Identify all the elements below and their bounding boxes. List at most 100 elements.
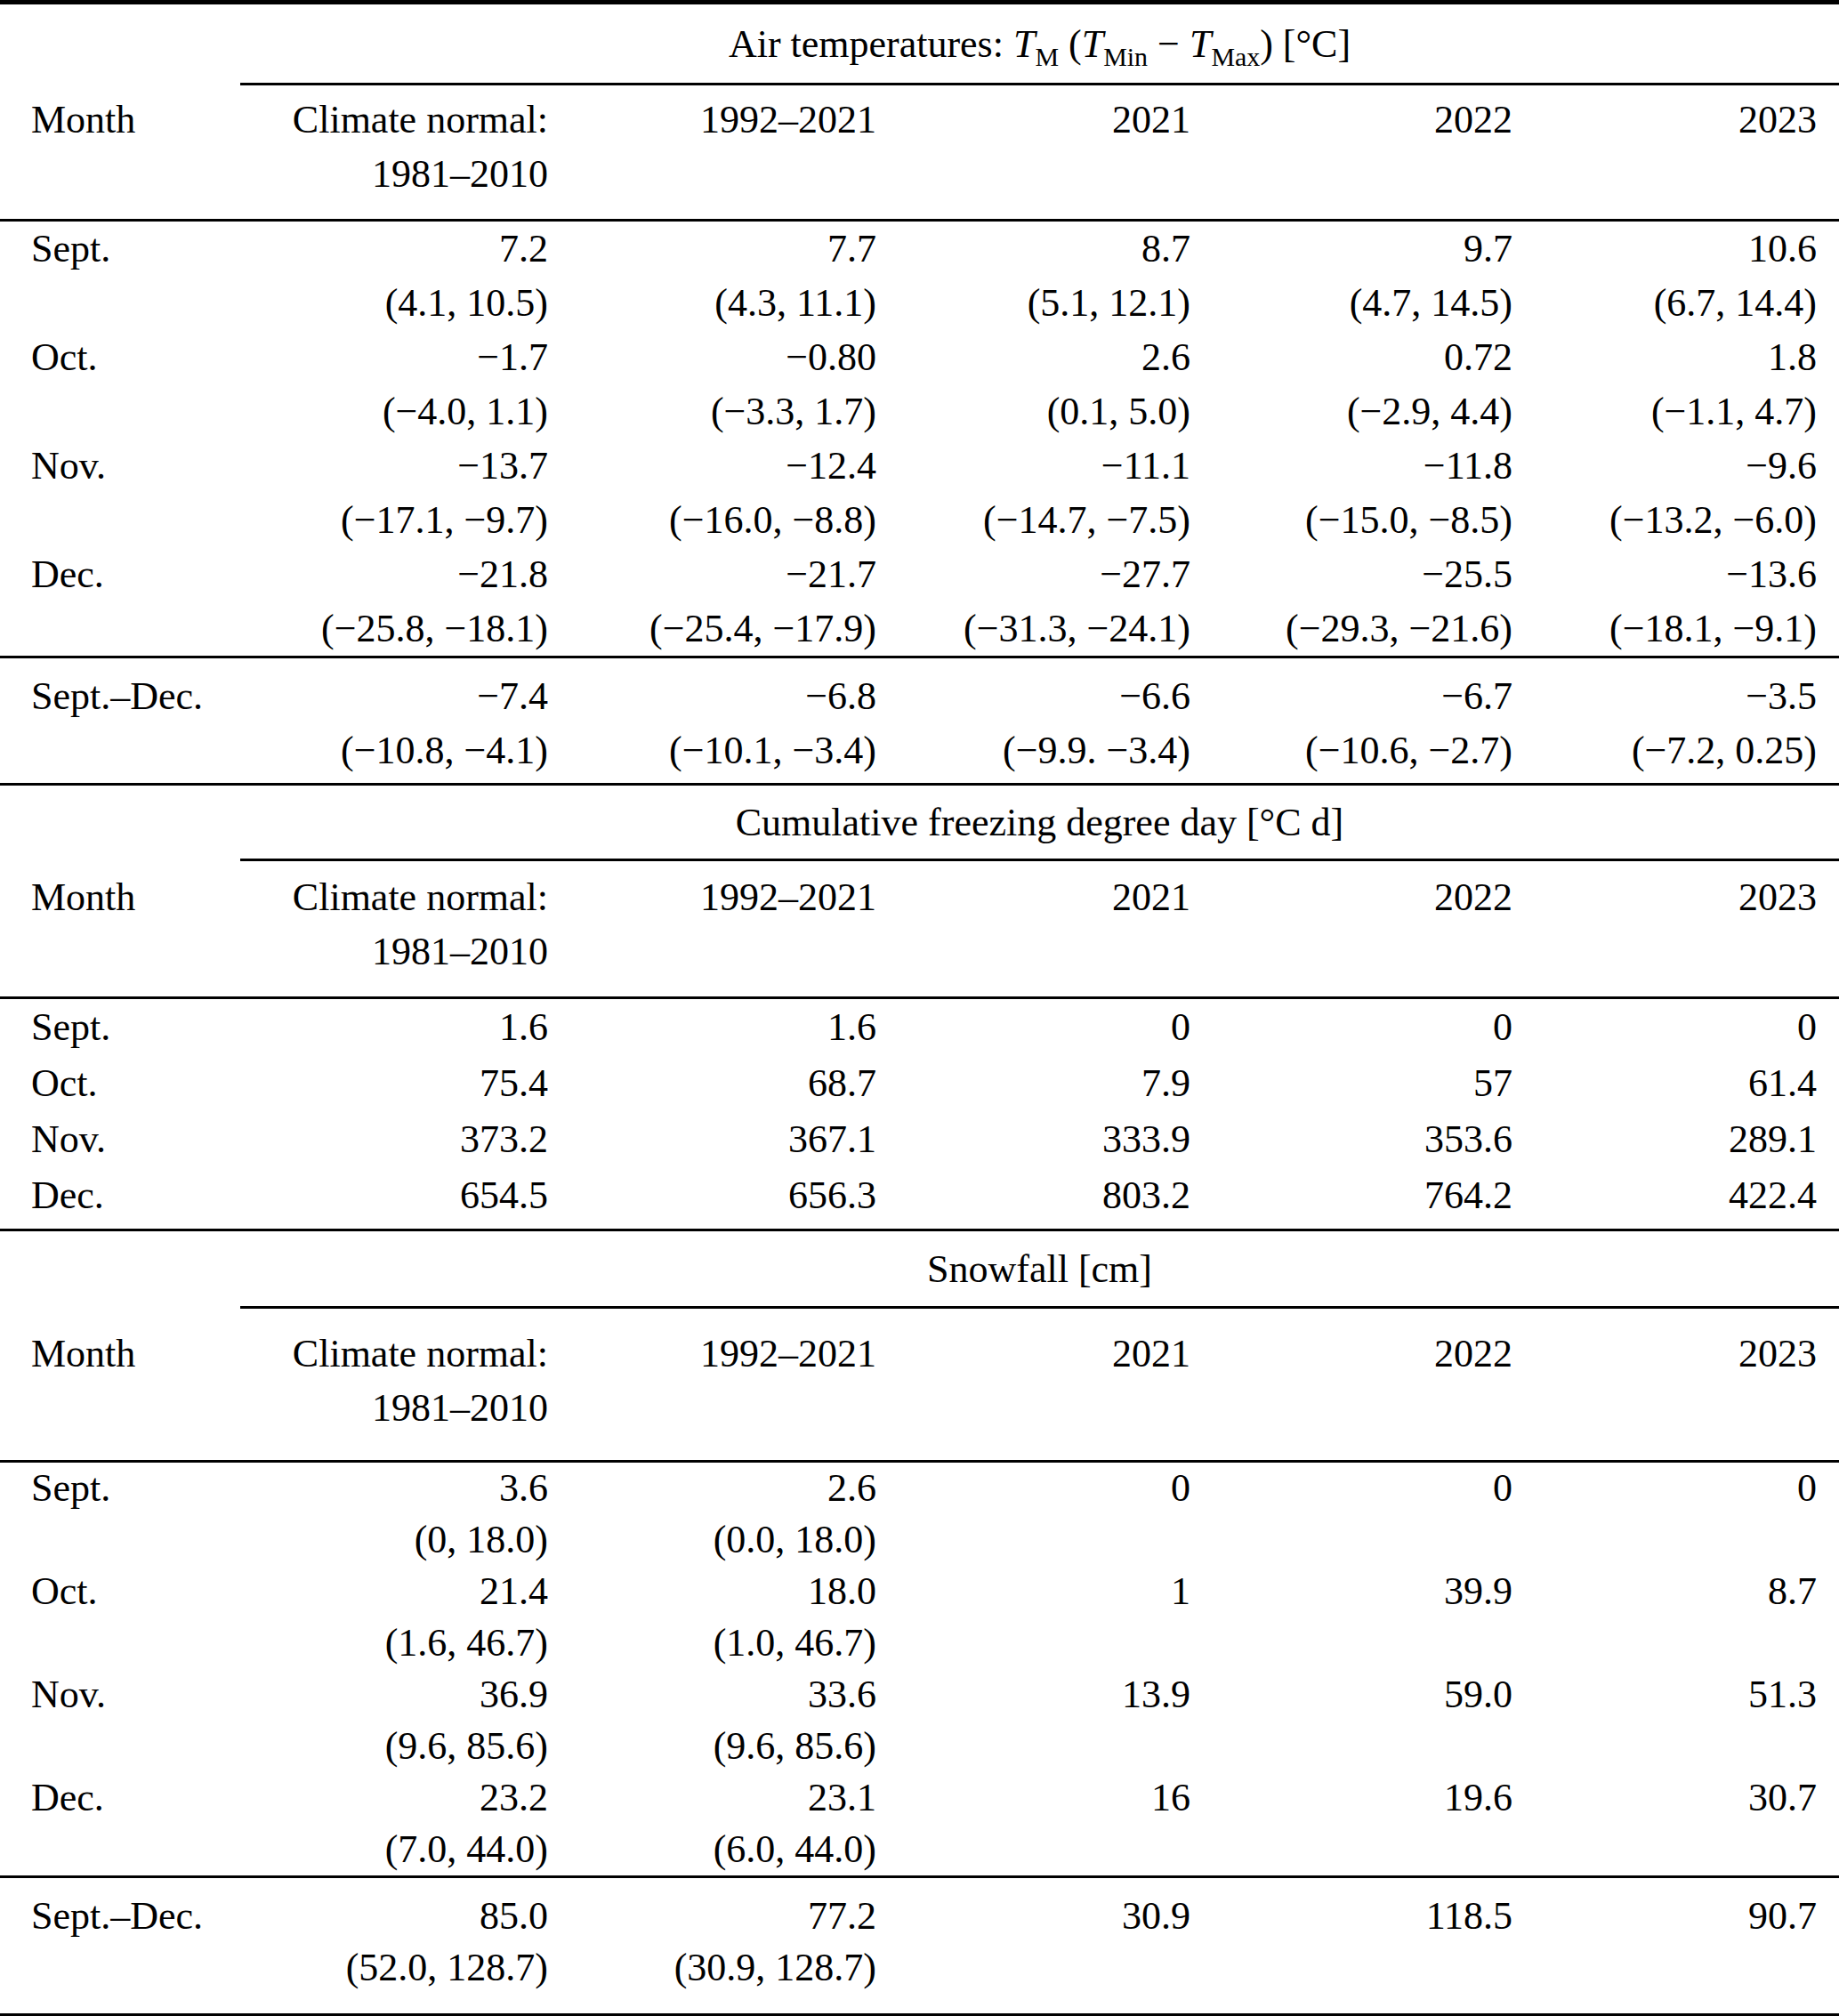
row-label: Sept. xyxy=(0,1463,240,1566)
table-cell: 1.8(−1.1, 4.7) xyxy=(1512,330,1839,439)
column-header-2022: 2022 xyxy=(1190,870,1512,996)
table-cell: 59.0 xyxy=(1190,1669,1512,1772)
cell-line: (−10.8, −4.1) xyxy=(240,723,548,778)
table-cell: 8.7(5.1, 12.1) xyxy=(876,222,1190,330)
table-cell: 68.7 xyxy=(548,1055,876,1111)
cell-line: 7.7 xyxy=(548,222,876,276)
cell-line: 8.7 xyxy=(876,222,1190,276)
cell-line: 59.0 xyxy=(1190,1669,1512,1721)
column-header-2022: 2022 xyxy=(1190,93,1512,219)
cell-line: 1 xyxy=(876,1566,1190,1617)
section-cumulative-freezing-degree-day: Cumulative freezing degree day [°C d] Mo… xyxy=(0,786,1839,1231)
title-segment: T xyxy=(1082,22,1103,66)
table-cell: 0 xyxy=(1512,999,1839,1055)
cell-line: 39.9 xyxy=(1190,1566,1512,1617)
table-summary: Sept.–Dec.85.0(52.0, 128.7)77.2(30.9, 12… xyxy=(0,1878,1839,2013)
cell-line: (52.0, 128.7) xyxy=(240,1942,548,1994)
table-row: Sept.1.61.6000 xyxy=(0,999,1839,1055)
cell-line: (6.0, 44.0) xyxy=(548,1824,876,1875)
cell-line: 85.0 xyxy=(240,1891,548,1942)
table-cell: 0 xyxy=(876,999,1190,1055)
cell-line: (7.0, 44.0) xyxy=(240,1824,548,1875)
cell-line: Climate normal: xyxy=(240,1327,548,1381)
cell-line: (6.7, 14.4) xyxy=(1512,276,1817,330)
table-cell: 30.9 xyxy=(876,1891,1190,2006)
cell-line: 0 xyxy=(1190,1463,1512,1514)
table-cell: 289.1 xyxy=(1512,1111,1839,1167)
table-cell: 1 xyxy=(876,1566,1190,1669)
cell-line: (0.0, 18.0) xyxy=(548,1514,876,1566)
cell-line: 51.3 xyxy=(1512,1669,1817,1721)
row-label: Dec. xyxy=(0,547,240,656)
cell-line: Climate normal: xyxy=(240,870,548,924)
cell-line: 367.1 xyxy=(548,1111,876,1167)
table: Air temperatures: TM (TMin − TMax) [°C] … xyxy=(0,0,1839,2016)
cell-line: (30.9, 128.7) xyxy=(548,1942,876,1994)
table-header-row: Month Climate normal: 1981–2010 1992–202… xyxy=(0,85,1839,219)
cell-line: 30.9 xyxy=(876,1891,1190,1942)
table-cell: 10.6(6.7, 14.4) xyxy=(1512,222,1839,330)
table-row: Oct.21.4(1.6, 46.7)18.0(1.0, 46.7)139.98… xyxy=(0,1566,1839,1669)
title-segment: Max xyxy=(1211,41,1260,70)
column-header-2021: 2021 xyxy=(876,1327,1190,1460)
table-cell: 75.4 xyxy=(240,1055,548,1111)
table-cell: −21.7(−25.4, −17.9) xyxy=(548,547,876,656)
cell-line: 33.6 xyxy=(548,1669,876,1721)
table-body: Sept.1.61.6000Oct.75.468.77.95761.4Nov.3… xyxy=(0,999,1839,1229)
table-cell: 656.3 xyxy=(548,1167,876,1223)
table-row: Dec.23.2(7.0, 44.0)23.1(6.0, 44.0)1619.6… xyxy=(0,1772,1839,1875)
row-label: Dec. xyxy=(0,1167,240,1223)
table-cell: −13.6(−18.1, −9.1) xyxy=(1512,547,1839,656)
title-segment: ( xyxy=(1059,22,1082,66)
title-segment: ) [°C] xyxy=(1260,22,1351,66)
table-cell: −6.8(−10.1, −3.4) xyxy=(548,669,876,778)
cell-line: 68.7 xyxy=(548,1055,876,1111)
cell-line: −21.7 xyxy=(548,547,876,601)
cell-line: −0.80 xyxy=(548,330,876,384)
table-cell: 803.2 xyxy=(876,1167,1190,1223)
column-header-month: Month xyxy=(0,1327,240,1460)
table-cell: 118.5 xyxy=(1190,1891,1512,2006)
cell-line: −6.6 xyxy=(876,669,1190,723)
table-row: Nov.373.2367.1333.9353.6289.1 xyxy=(0,1111,1839,1167)
row-label: Sept.–Dec. xyxy=(0,1891,240,2006)
cell-line: −3.5 xyxy=(1512,669,1817,723)
cell-line: (−7.2, 0.25) xyxy=(1512,723,1817,778)
cell-line: (−25.8, −18.1) xyxy=(240,601,548,656)
table-cell: 0 xyxy=(1190,999,1512,1055)
column-header-2022: 2022 xyxy=(1190,1327,1512,1460)
cell-line: (−13.2, −6.0) xyxy=(1512,493,1817,547)
cell-line: −21.8 xyxy=(240,547,548,601)
cell-line: −27.7 xyxy=(876,547,1190,601)
table-row: Dec.−21.8(−25.8, −18.1)−21.7(−25.4, −17.… xyxy=(0,547,1839,656)
table-cell: 21.4(1.6, 46.7) xyxy=(240,1566,548,1669)
cell-line: 61.4 xyxy=(1512,1055,1817,1111)
row-label: Sept.–Dec. xyxy=(0,669,240,778)
column-header-1992-2021: 1992–2021 xyxy=(548,1327,876,1460)
column-header-month: Month xyxy=(0,870,240,996)
column-header-climate-normal: Climate normal: 1981–2010 xyxy=(240,870,548,996)
section-air-temperatures: Air temperatures: TM (TMin − TMax) [°C] … xyxy=(0,4,1839,786)
column-header-2021: 2021 xyxy=(876,93,1190,219)
table-cell: 367.1 xyxy=(548,1111,876,1167)
table-row: Oct.−1.7(−4.0, 1.1)−0.80(−3.3, 1.7)2.6(0… xyxy=(0,330,1839,439)
table-cell: 18.0(1.0, 46.7) xyxy=(548,1566,876,1669)
column-header-month: Month xyxy=(0,93,240,219)
section-title-text: Cumulative freezing degree day [°C d] xyxy=(736,800,1343,845)
cell-line: −6.8 xyxy=(548,669,876,723)
table-header-row: Month Climate normal: 1981–2010 1992–202… xyxy=(0,1309,1839,1460)
cell-line: 9.7 xyxy=(1190,222,1512,276)
title-segment: T xyxy=(1013,22,1035,66)
table-cell: −21.8(−25.8, −18.1) xyxy=(240,547,548,656)
section-title-text: Snowfall [cm] xyxy=(927,1246,1152,1292)
cell-line: 1.8 xyxy=(1512,330,1817,384)
table-cell: 39.9 xyxy=(1190,1566,1512,1669)
cell-line: 75.4 xyxy=(240,1055,548,1111)
title-segment: Air temperatures: xyxy=(729,22,1013,66)
cell-line: (−10.6, −2.7) xyxy=(1190,723,1512,778)
cell-line: (0, 18.0) xyxy=(240,1514,548,1566)
table-cell: 0.72(−2.9, 4.4) xyxy=(1190,330,1512,439)
cell-line: (−18.1, −9.1) xyxy=(1512,601,1817,656)
cell-line: 803.2 xyxy=(876,1167,1190,1223)
table-cell: 77.2(30.9, 128.7) xyxy=(548,1891,876,2006)
